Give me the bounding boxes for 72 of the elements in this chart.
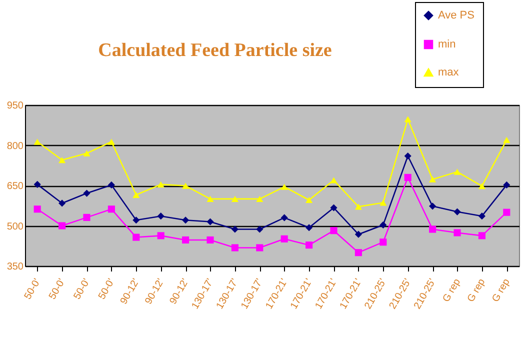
point — [354, 204, 362, 210]
point — [256, 226, 264, 233]
point — [231, 226, 238, 233]
y-tick-label: 350 — [6, 262, 24, 272]
point — [503, 181, 510, 188]
point — [478, 212, 486, 220]
point — [404, 174, 412, 181]
x-tick-label: G rep — [490, 276, 513, 304]
point — [34, 180, 41, 188]
point — [330, 204, 338, 212]
x-tick-label: G rep — [440, 276, 464, 304]
y-tick-label: 800 — [6, 140, 24, 152]
point — [83, 190, 90, 197]
point — [256, 196, 264, 202]
point — [478, 232, 486, 240]
point — [280, 184, 288, 190]
point — [306, 224, 313, 232]
point — [380, 221, 387, 228]
point — [132, 216, 140, 224]
point — [108, 181, 115, 188]
y-tick-label: 950 — [6, 100, 24, 112]
point — [206, 236, 214, 244]
point — [83, 214, 90, 221]
legend-label: Ave PS — [438, 10, 474, 22]
point — [182, 182, 190, 189]
point — [157, 232, 164, 240]
point — [231, 244, 238, 252]
x-tick-label: G rep — [466, 276, 488, 304]
point — [182, 236, 190, 244]
point — [34, 138, 41, 145]
point — [429, 226, 436, 233]
point — [354, 230, 362, 238]
point — [157, 181, 164, 188]
point — [306, 196, 313, 204]
point — [454, 229, 461, 236]
point — [83, 150, 90, 156]
point — [404, 152, 412, 160]
point — [503, 136, 510, 143]
point — [380, 238, 387, 246]
point — [330, 227, 338, 234]
point — [306, 242, 313, 249]
point — [429, 202, 436, 210]
chart-title: Calculated Feed Particle size — [98, 40, 332, 61]
point — [132, 192, 140, 198]
point — [429, 176, 436, 182]
point — [330, 177, 338, 184]
point — [108, 138, 115, 145]
y-tick-label: 650 — [6, 181, 24, 192]
point — [503, 208, 510, 216]
y-tick-label: 500 — [6, 221, 24, 232]
point — [256, 244, 264, 252]
point — [280, 235, 288, 242]
point — [108, 206, 115, 213]
point — [404, 116, 412, 122]
point — [34, 206, 41, 213]
point — [157, 212, 164, 220]
point — [280, 214, 288, 222]
point — [206, 196, 214, 202]
point — [206, 218, 214, 226]
point — [380, 200, 387, 206]
legend-label: max — [438, 66, 460, 78]
point — [58, 200, 66, 207]
point — [58, 156, 66, 164]
point — [231, 196, 238, 202]
point — [182, 216, 190, 224]
point — [132, 234, 140, 241]
point — [478, 182, 486, 190]
point — [354, 249, 362, 256]
point — [454, 208, 461, 216]
point — [454, 168, 461, 175]
legend-label: min — [438, 38, 456, 50]
point — [58, 222, 66, 230]
